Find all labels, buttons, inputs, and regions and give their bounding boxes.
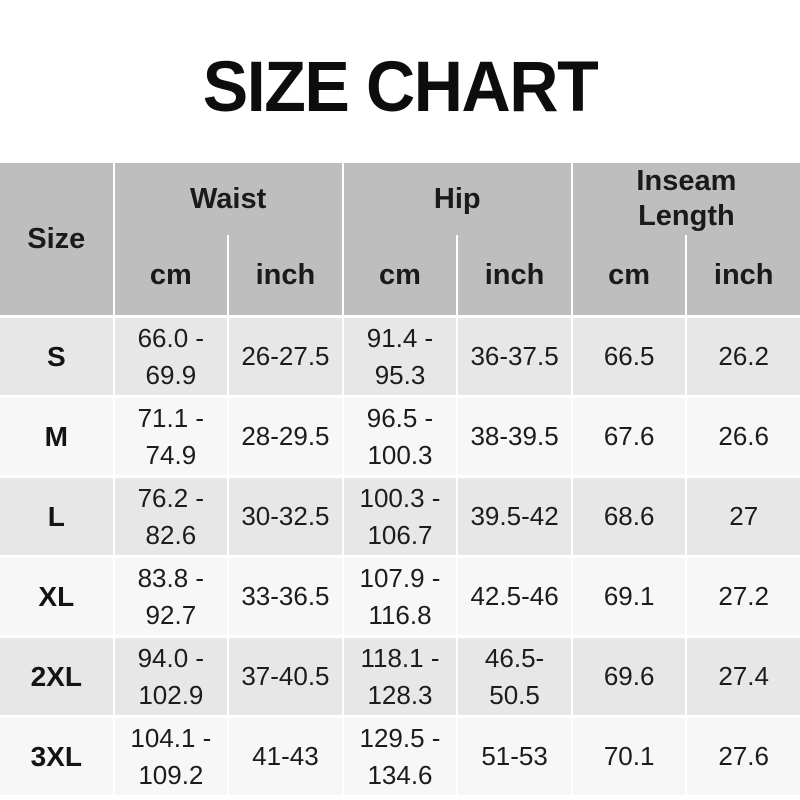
header-group-waist-label: Waist bbox=[189, 182, 267, 215]
header-inseam-inch: inch bbox=[685, 235, 800, 315]
header-group-inseam-label-wrap: Inseam Length bbox=[573, 163, 800, 235]
header-waist-cm: cm bbox=[149, 258, 192, 291]
row-2xl-waist-cm-cell: 94.0 - 102.9 bbox=[114, 638, 228, 715]
row-s-inseam-inch-cell: 26.2 bbox=[687, 318, 800, 395]
row-2xl-waist-inch-cell: 37-40.5 bbox=[229, 638, 342, 715]
row-l-inseam-inch-cell: 27 bbox=[687, 478, 800, 555]
header-hip-cm: cm bbox=[379, 258, 421, 291]
header-group-waist: Waist cm inch bbox=[114, 163, 342, 315]
row-s-waist-cm-cell: 66.0 - 69.9 bbox=[114, 318, 228, 395]
header-hip-inch: inch bbox=[456, 235, 571, 315]
row-l-size-cell: L bbox=[0, 478, 113, 555]
row-s-inseam-cm-cell: 66.5 bbox=[572, 318, 686, 395]
row-xl-hip-inch-cell: 42.5-46 bbox=[458, 558, 571, 635]
row-m-waist-inch-cell: 28-29.5 bbox=[229, 398, 342, 475]
header-group-waist-units: cm inch bbox=[115, 235, 342, 315]
row-xl-waist-cm-cell: 83.8 - 92.7 bbox=[114, 558, 228, 635]
header-size: Size bbox=[0, 163, 113, 315]
header-waist-inch: inch bbox=[227, 235, 342, 315]
row-l-waist-cm-cell: 76.2 - 82.6 bbox=[114, 478, 228, 555]
row-l-hip-cm-cell: 100.3 - 106.7 bbox=[343, 478, 457, 555]
row-m-inseam-cm-cell: 67.6 bbox=[572, 398, 686, 475]
row-xl-waist-inch-cell: 33-36.5 bbox=[229, 558, 342, 635]
row-m-hip-inch-cell: 38-39.5 bbox=[458, 398, 571, 475]
row-2xl-inseam-cm-cell: 69.6 bbox=[572, 638, 686, 715]
row-3xl-hip-cm-cell: 129.5 - 134.6 bbox=[343, 718, 457, 795]
header-inseam-cm: cm bbox=[608, 258, 651, 291]
header-group-waist-label-wrap: Waist bbox=[115, 163, 342, 235]
header-group-hip-units: cm inch bbox=[344, 235, 571, 315]
row-m-waist-cm-cell: 71.1 - 74.9 bbox=[114, 398, 228, 475]
page-title: SIZE CHART bbox=[202, 48, 599, 127]
row-s-hip-inch-cell: 36-37.5 bbox=[458, 318, 571, 395]
row-xl-size-cell: XL bbox=[0, 558, 113, 635]
row-2xl-inseam-inch-cell: 27.4 bbox=[687, 638, 800, 715]
row-3xl-waist-inch-cell: 41-43 bbox=[229, 718, 342, 795]
row-xl-inseam-inch-cell: 27.2 bbox=[687, 558, 800, 635]
header-group-hip-label-wrap: Hip bbox=[344, 163, 571, 235]
row-2xl-hip-cm-cell: 118.1 - 128.3 bbox=[343, 638, 457, 715]
row-3xl-inseam-inch-cell: 27.6 bbox=[687, 718, 800, 795]
header-group-hip: Hip cm inch bbox=[343, 163, 571, 315]
row-3xl-size-cell: 3XL bbox=[0, 718, 113, 795]
row-l-waist-inch-cell: 30-32.5 bbox=[229, 478, 342, 555]
row-l-inseam-cm-cell: 68.6 bbox=[572, 478, 686, 555]
row-xl-hip-cm-cell: 107.9 - 116.8 bbox=[343, 558, 457, 635]
row-s-size-cell: S bbox=[0, 318, 113, 395]
row-m-size-cell: M bbox=[0, 398, 113, 475]
row-l-hip-inch-cell: 39.5-42 bbox=[458, 478, 571, 555]
row-2xl-hip-inch-cell: 46.5- 50.5 bbox=[458, 638, 571, 715]
row-s-hip-cm-cell: 91.4 - 95.3 bbox=[343, 318, 457, 395]
header-group-inseam-label: Inseam Length bbox=[636, 165, 737, 232]
row-3xl-hip-inch-cell: 51-53 bbox=[458, 718, 571, 795]
row-m-inseam-inch-cell: 26.6 bbox=[687, 398, 800, 475]
row-3xl-inseam-cm-cell: 70.1 bbox=[572, 718, 686, 795]
header-group-hip-label: Hip bbox=[433, 182, 481, 215]
header-group-inseam-length: Inseam Length cm inch bbox=[572, 163, 800, 315]
size-table: Size Waist cm inch Hip cm inch Inseam Le… bbox=[0, 163, 800, 795]
header-group-inseam-units: cm inch bbox=[573, 235, 800, 315]
row-m-hip-cm-cell: 96.5 - 100.3 bbox=[343, 398, 457, 475]
row-2xl-size-cell: 2XL bbox=[0, 638, 113, 715]
row-xl-inseam-cm-cell: 69.1 bbox=[572, 558, 686, 635]
row-3xl-waist-cm-cell: 104.1 - 109.2 bbox=[114, 718, 228, 795]
row-s-waist-inch-cell: 26-27.5 bbox=[229, 318, 342, 395]
